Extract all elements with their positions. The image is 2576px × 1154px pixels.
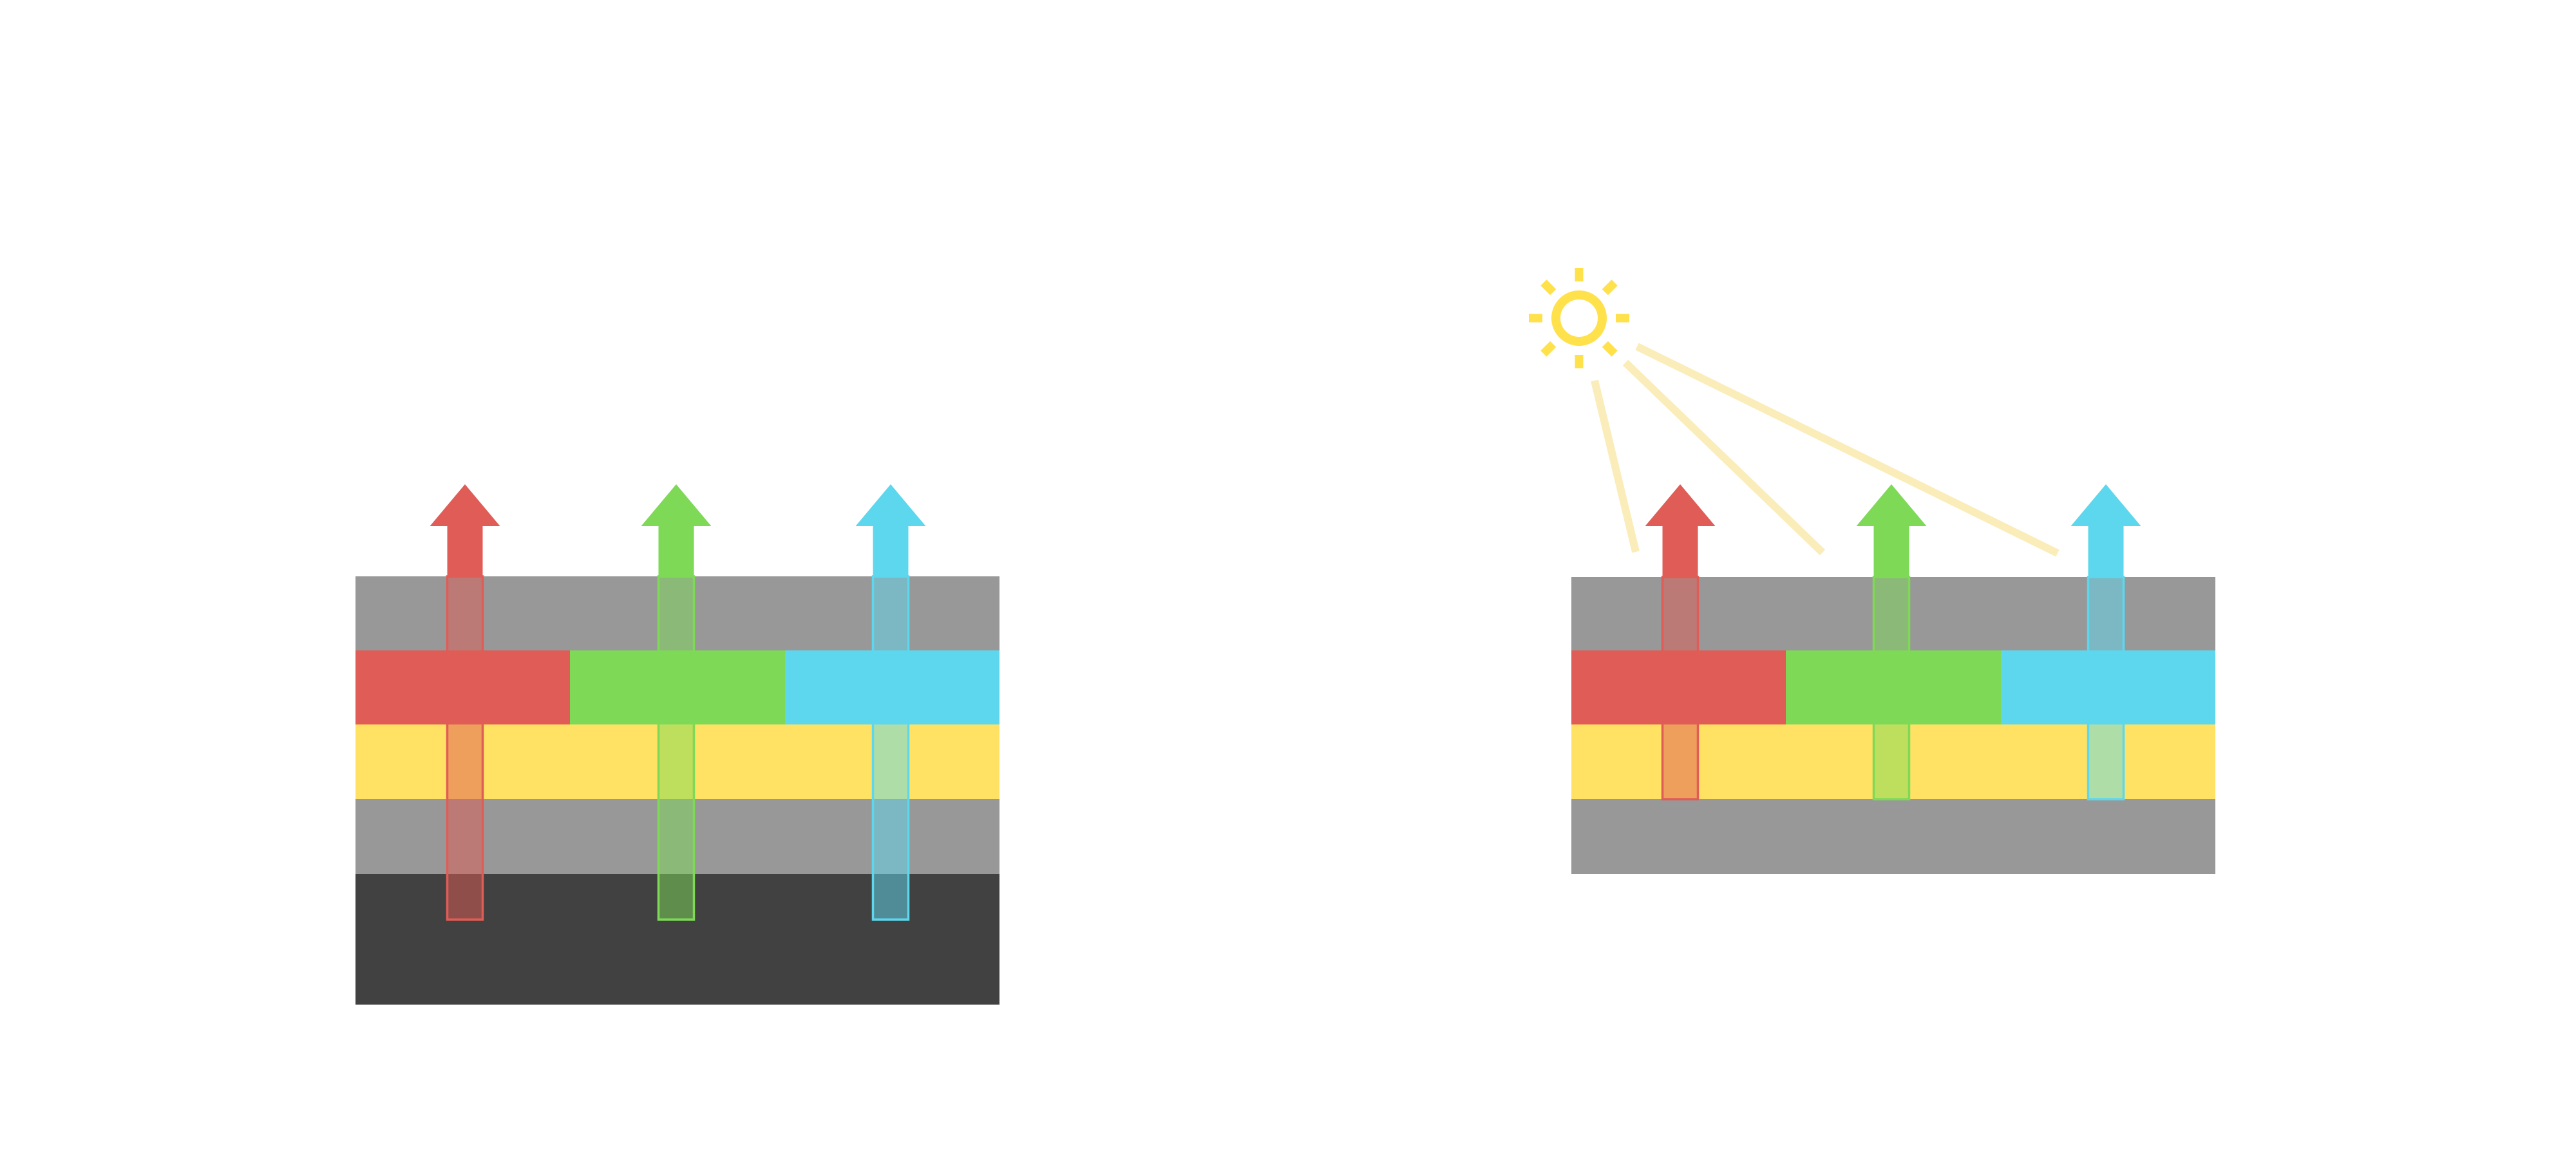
sun-tick xyxy=(1602,279,1618,296)
backlit-display-stack-blue-light-arrow-path xyxy=(871,575,910,921)
backlit-display-stack-green-light-arrow-path xyxy=(657,575,696,921)
sunlit-reflective-display-stack-reflector-layer xyxy=(1571,799,2215,874)
backlit-display-stack xyxy=(355,484,999,1005)
sun-ring xyxy=(1551,290,1607,346)
sun-ray xyxy=(1622,359,1826,556)
sunlit-reflective-display-stack xyxy=(1529,268,2215,874)
backlit-display-stack-red-light-arrow-path xyxy=(446,575,484,921)
sun-icon xyxy=(1529,268,1629,368)
sun-tick xyxy=(1602,341,1618,357)
sunlit-reflective-display-stack-blue-light-arrow-path xyxy=(2087,576,2125,800)
backlit-display-stack-red-light-arrow xyxy=(430,484,500,578)
sunlit-reflective-display-stack-red-light-arrow xyxy=(1645,484,1716,578)
sunlit-reflective-display-stack-green-light-arrow-path xyxy=(1872,576,1911,800)
backlit-display-stack-green-light-arrow xyxy=(641,484,712,578)
sun-tick xyxy=(1540,341,1557,357)
sun-ray xyxy=(1635,343,2060,557)
sunlit-reflective-display-stack-green-light-arrow xyxy=(1856,484,1927,578)
sun-ray xyxy=(1591,379,1640,553)
sun-tick xyxy=(1540,279,1557,296)
sunlit-reflective-display-stack-red-light-arrow-path xyxy=(1661,576,1700,800)
sunlit-reflective-display-stack-blue-light-arrow xyxy=(2070,484,2141,578)
backlit-display-stack-blue-light-arrow xyxy=(855,484,926,578)
